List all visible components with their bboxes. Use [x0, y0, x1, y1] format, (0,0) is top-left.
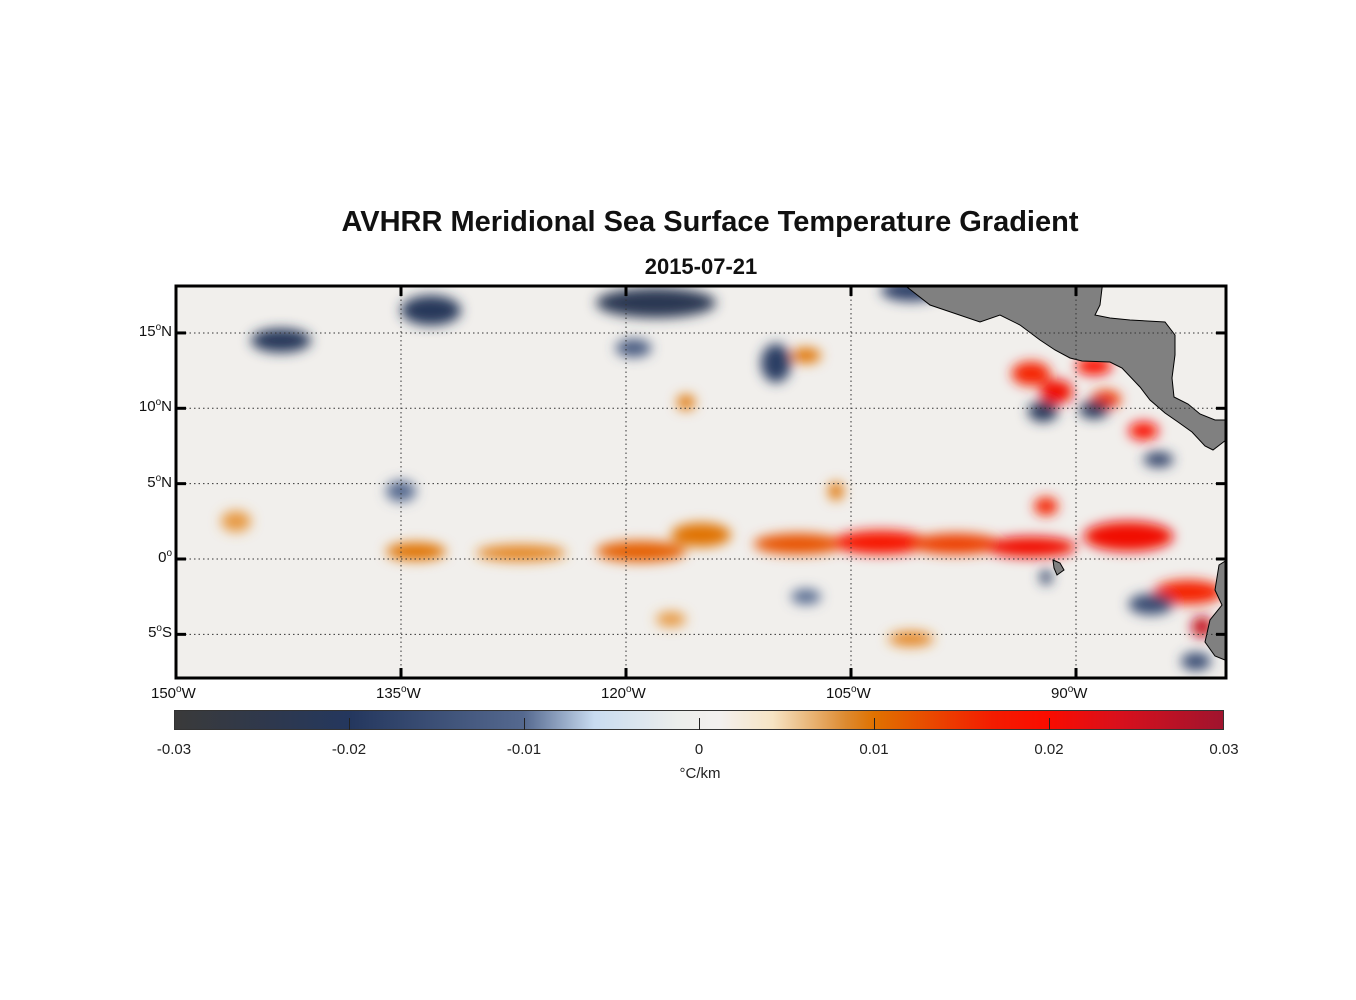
- colorbar-tick-label: 0.01: [859, 741, 889, 758]
- gradient-anomaly: [791, 348, 821, 364]
- gradient-anomaly: [1034, 497, 1058, 516]
- gradient-anomaly: [596, 540, 686, 562]
- gradient-anomaly: [1011, 361, 1051, 386]
- gradient-anomaly: [221, 510, 251, 532]
- map-frame: [174, 284, 1228, 680]
- y-tick-label: 10oN: [138, 397, 172, 416]
- x-tick-label: 105oW: [826, 684, 871, 702]
- gradient-anomaly: [1040, 569, 1052, 585]
- gradient-anomaly: [753, 533, 844, 555]
- gradient-anomaly: [615, 339, 652, 358]
- gradient-anomaly: [828, 482, 844, 501]
- y-tick-label: 15oN: [138, 321, 172, 340]
- gradient-anomaly: [761, 343, 791, 383]
- y-tick-label: 5oN: [147, 472, 172, 491]
- gradient-anomaly: [911, 533, 1001, 555]
- colorbar-tick: [699, 718, 700, 730]
- gradient-anomaly: [1128, 593, 1174, 615]
- gradient-anomaly: [833, 530, 929, 555]
- gradient-anomaly: [671, 522, 731, 547]
- gradient-anomaly: [1181, 652, 1211, 671]
- colorbar-tick-label: -0.02: [331, 741, 367, 758]
- gradient-anomaly: [386, 480, 416, 502]
- gradient-anomaly: [386, 542, 446, 561]
- x-tick-label: 90oW: [1051, 684, 1088, 702]
- gradient-anomaly: [1128, 421, 1159, 440]
- gradient-anomaly: [1040, 379, 1073, 404]
- gradient-anomaly: [1079, 400, 1109, 419]
- x-tick-label: 150oW: [151, 684, 196, 702]
- x-tick-label: 135oW: [376, 684, 421, 702]
- central-america-landmass: [904, 286, 1226, 451]
- colorbar-tick-label: -0.01: [506, 741, 542, 758]
- colorbar-tick: [349, 718, 350, 730]
- colorbar-unit-label: °C/km: [679, 765, 721, 782]
- gradient-anomaly: [888, 631, 934, 647]
- gradient-anomaly: [986, 536, 1076, 558]
- colorbar-tick-label: 0.02: [1034, 741, 1064, 758]
- colorbar-tick: [524, 718, 525, 730]
- gradient-anomaly: [677, 394, 695, 410]
- gradient-anomaly: [1143, 452, 1174, 468]
- gradient-anomaly: [1028, 400, 1058, 422]
- ocean-background: [176, 286, 1226, 678]
- gradient-anomaly: [1083, 521, 1174, 552]
- gradient-anomaly: [401, 295, 461, 326]
- galapagos-island: [1052, 559, 1065, 576]
- y-tick-label: 0o: [158, 548, 172, 566]
- gradient-anomaly: [1154, 580, 1223, 605]
- colorbar-tick: [1049, 718, 1050, 730]
- gradient-anomaly: [251, 328, 311, 353]
- gradient-anomaly: [656, 611, 686, 627]
- gradient-anomaly: [596, 287, 716, 318]
- colorbar-tick-label: 0.03: [1209, 741, 1239, 758]
- chart-subtitle: 2015-07-21: [644, 254, 758, 279]
- colorbar-tick-label: -0.03: [156, 741, 192, 758]
- colorbar-tick: [874, 718, 875, 730]
- chart-title: AVHRR Meridional Sea Surface Temperature…: [341, 206, 1079, 238]
- gradient-anomaly: [476, 544, 566, 562]
- y-tick-label: 5oS: [148, 623, 172, 642]
- x-tick-label: 120oW: [601, 684, 646, 702]
- colorbar-tick-label: 0: [694, 741, 704, 758]
- gradient-anomaly: [791, 589, 821, 605]
